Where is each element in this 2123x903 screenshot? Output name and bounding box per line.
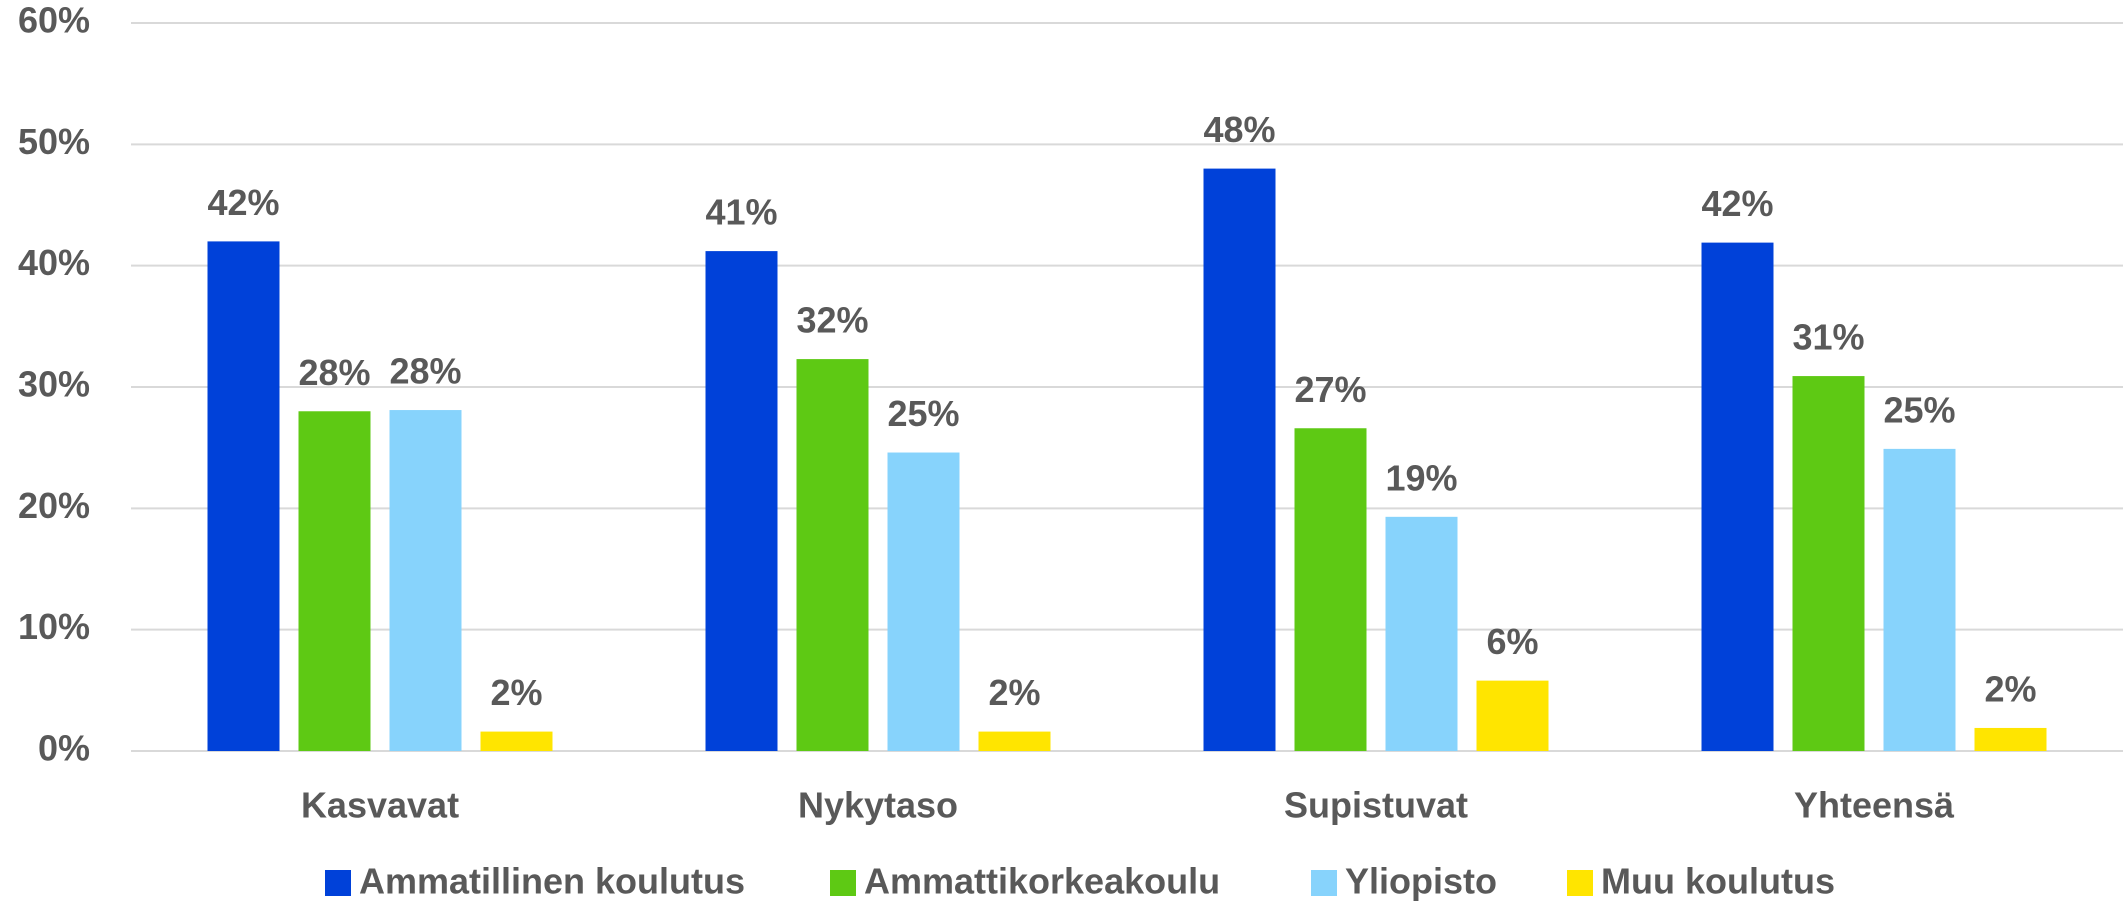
- bar: [1701, 242, 1774, 751]
- legend-label: Yliopisto: [1345, 861, 1497, 902]
- bar: [1792, 376, 1865, 751]
- y-tick-label: 10%: [18, 606, 90, 647]
- value-label: 2%: [988, 672, 1040, 713]
- value-label: 25%: [1883, 389, 1955, 430]
- bar: [796, 359, 869, 751]
- y-tick-label: 40%: [18, 242, 90, 283]
- legend-swatch: [830, 870, 856, 896]
- bar: [887, 452, 960, 751]
- value-label: 32%: [796, 300, 868, 341]
- bar: [207, 241, 280, 751]
- legend-label: Ammatillinen koulutus: [359, 861, 745, 902]
- bar: [298, 411, 371, 751]
- legend-label: Muu koulutus: [1601, 861, 1835, 902]
- value-label: 28%: [298, 352, 370, 393]
- value-label: 27%: [1294, 369, 1366, 410]
- x-tick-label: Yhteensä: [1794, 785, 1955, 826]
- value-label: 41%: [705, 192, 777, 233]
- bar: [978, 731, 1051, 751]
- legend-swatch: [1311, 870, 1337, 896]
- x-tick-label: Kasvavat: [301, 785, 459, 826]
- legend-label: Ammattikorkeakoulu: [864, 861, 1220, 902]
- y-tick-label: 0%: [38, 728, 90, 769]
- bar: [1476, 680, 1549, 751]
- bar: [389, 410, 462, 751]
- x-tick-label: Nykytaso: [798, 785, 958, 826]
- value-label: 48%: [1203, 109, 1275, 150]
- y-tick-label: 50%: [18, 121, 90, 162]
- value-label: 2%: [490, 672, 542, 713]
- x-tick-label: Supistuvat: [1284, 785, 1468, 826]
- value-label: 42%: [1701, 183, 1773, 224]
- bar: [1203, 168, 1276, 752]
- value-label: 31%: [1792, 317, 1864, 358]
- bar: [480, 731, 553, 751]
- bar: [1974, 727, 2047, 751]
- y-tick-label: 20%: [18, 485, 90, 526]
- value-label: 2%: [1984, 668, 2036, 709]
- bar: [1385, 516, 1458, 751]
- value-label: 6%: [1486, 621, 1538, 662]
- bar: [1883, 448, 1956, 751]
- value-label: 42%: [207, 182, 279, 223]
- y-tick-label: 60%: [18, 0, 90, 41]
- value-label: 28%: [389, 351, 461, 392]
- y-tick-label: 30%: [18, 364, 90, 405]
- value-label: 25%: [887, 393, 959, 434]
- bar: [1294, 428, 1367, 751]
- legend-swatch: [325, 870, 351, 896]
- value-label: 19%: [1385, 457, 1457, 498]
- legend-swatch: [1567, 870, 1593, 896]
- bar: [705, 251, 778, 751]
